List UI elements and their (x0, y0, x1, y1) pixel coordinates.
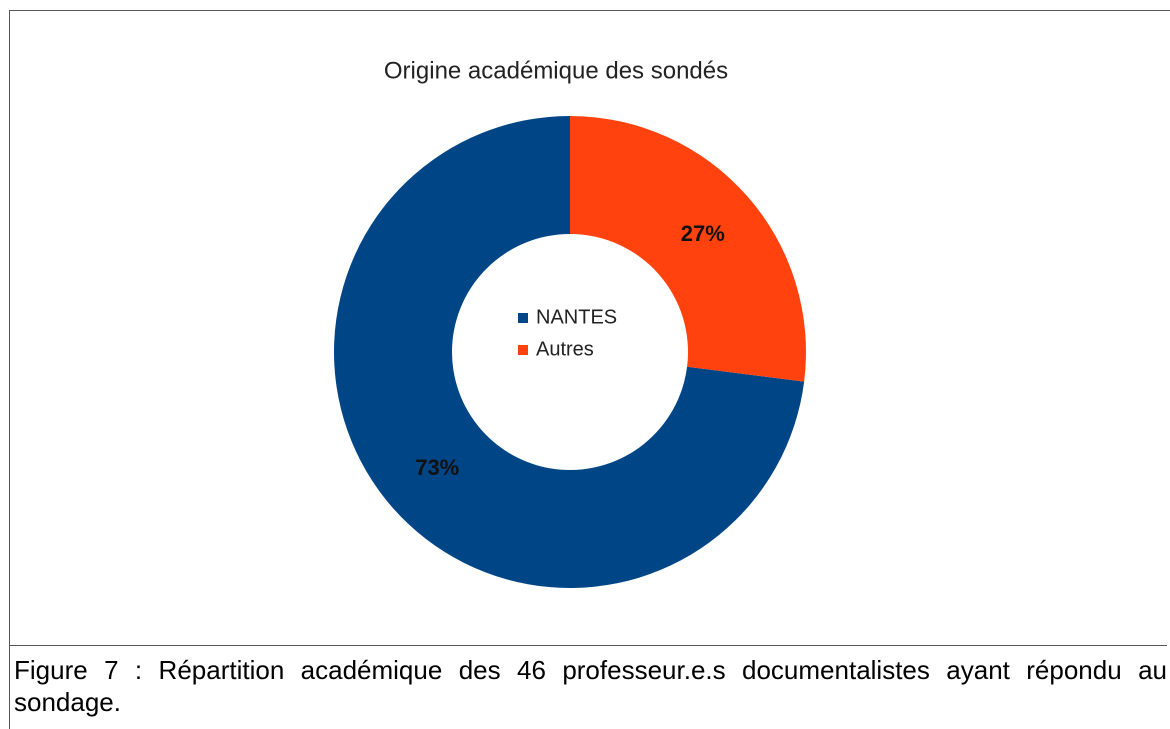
chart-frame (9, 10, 1170, 645)
data-label: 27% (681, 221, 725, 246)
legend-label: Autres (536, 338, 594, 360)
chart-title: Origine académique des sondés (384, 57, 728, 84)
chart: Origine académique des sondés 73% 27% NANT… (9, 10, 1170, 645)
figure-caption: Figure 7 : Répartition académique des 46… (9, 645, 1167, 729)
donut-slice (570, 116, 807, 382)
legend-label: NANTES (536, 306, 617, 328)
data-label: 73% (415, 455, 459, 480)
legend-swatch (518, 345, 528, 355)
donut-slice (334, 116, 805, 588)
legend-swatch (518, 313, 528, 323)
